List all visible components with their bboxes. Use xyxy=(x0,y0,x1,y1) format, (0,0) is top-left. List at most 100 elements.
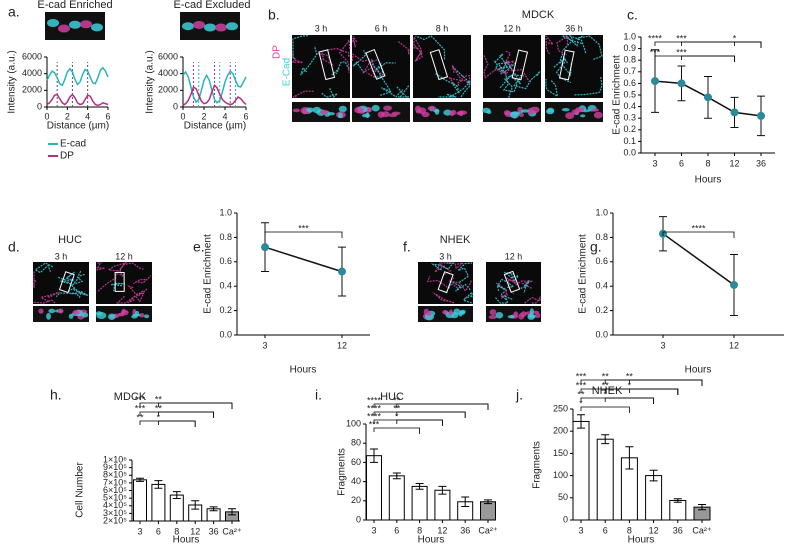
puncta xyxy=(46,312,52,320)
x-tick-label: 3 xyxy=(660,340,665,350)
bar xyxy=(572,420,590,521)
significance-label: ** xyxy=(602,371,610,381)
channel-label: DP xyxy=(272,45,283,59)
junction xyxy=(352,35,358,48)
x-axis-label: Hours xyxy=(418,535,445,546)
panel-label: g. xyxy=(590,239,602,255)
error-bar xyxy=(191,500,200,510)
junction xyxy=(502,62,518,93)
chart-title: NHEK xyxy=(592,385,623,397)
puncta xyxy=(81,312,89,318)
puncta xyxy=(371,104,380,112)
y-tick-label: 0.5 xyxy=(623,89,636,99)
error-bar xyxy=(392,472,401,480)
puncta xyxy=(144,314,150,319)
junction xyxy=(439,262,464,270)
puncta xyxy=(507,315,515,319)
bar xyxy=(388,475,405,521)
junction xyxy=(55,288,82,298)
roi-box xyxy=(511,49,529,81)
junction xyxy=(293,90,314,98)
junction xyxy=(106,261,128,277)
error-bar xyxy=(461,496,470,508)
junction xyxy=(559,52,572,77)
junction xyxy=(397,41,410,55)
junction xyxy=(451,64,471,86)
puncta xyxy=(338,105,347,113)
point xyxy=(677,79,686,88)
junction xyxy=(362,59,378,79)
error-bar xyxy=(154,480,163,489)
puncta xyxy=(383,105,393,111)
puncta xyxy=(365,112,370,119)
x-tick-label: 3 xyxy=(578,525,583,535)
y-tick-label: 250 xyxy=(553,403,568,413)
x-tick-label: 4 xyxy=(222,111,227,121)
bar xyxy=(133,479,147,522)
significance-label: **** xyxy=(367,395,382,405)
micrograph xyxy=(483,35,541,98)
x-tick-label: 36 xyxy=(209,526,219,536)
junction xyxy=(352,49,367,74)
x-tick-label: 2 xyxy=(65,111,70,121)
x-axis-label: Distance (µm) xyxy=(47,121,109,132)
series-line xyxy=(182,70,247,104)
puncta xyxy=(91,23,103,32)
puncta xyxy=(421,111,430,118)
x-axis-label: Hours xyxy=(695,175,722,186)
significance-bracket xyxy=(396,419,443,426)
error-bar xyxy=(209,506,218,512)
series-line xyxy=(46,66,109,87)
y-tick-label: 50 xyxy=(558,492,568,502)
error-bar xyxy=(601,434,610,445)
y-tick-label: 100 xyxy=(346,418,361,428)
error-bar xyxy=(228,508,236,516)
point xyxy=(730,108,739,117)
x-tick-label: 0 xyxy=(180,111,185,121)
puncta xyxy=(424,313,435,321)
micrograph xyxy=(292,35,350,98)
x-tick-label: 12 xyxy=(729,158,739,168)
significance-bracket xyxy=(629,379,703,386)
significance-bracket xyxy=(139,402,233,409)
junction xyxy=(510,276,533,289)
chart-title: E-cad Enriched xyxy=(37,0,112,11)
significance-label: * xyxy=(157,412,161,422)
panel-label: j. xyxy=(515,387,523,403)
point xyxy=(704,93,712,102)
panel-label: i. xyxy=(315,387,322,403)
puncta xyxy=(118,312,125,317)
puncta xyxy=(443,109,452,116)
x-axis-label: Hours xyxy=(290,365,317,376)
junction xyxy=(127,292,145,304)
significance-label: **** xyxy=(691,223,706,233)
junction xyxy=(483,54,507,79)
error-bar xyxy=(673,498,682,503)
y-tick-label: 0.0 xyxy=(595,329,608,339)
significance-bracket xyxy=(158,411,214,418)
significance-bracket xyxy=(139,411,214,418)
junction xyxy=(578,35,603,60)
significance-bracket xyxy=(604,397,654,404)
y-tick-label: 1.0 xyxy=(595,207,608,217)
y-tick-label: 0.6 xyxy=(219,256,232,266)
micrograph-title: HUC xyxy=(58,234,82,246)
timepoint-label: 36 h xyxy=(565,23,583,33)
x-tick-label: 6 xyxy=(243,111,248,121)
error-bar xyxy=(698,503,706,511)
junction xyxy=(426,275,459,289)
significance-bracket xyxy=(662,231,735,238)
timepoint-label: 3 h xyxy=(315,23,328,33)
error-bar xyxy=(438,485,447,495)
x-axis-label: Hours xyxy=(685,365,712,376)
puncta xyxy=(367,107,372,113)
roi-box xyxy=(58,271,75,294)
y-axis-label: Intensity (a.u.) xyxy=(7,50,18,113)
y-tick-label: 0.3 xyxy=(623,113,636,123)
significance-label: *** xyxy=(298,223,309,233)
x-axis-label: Hours xyxy=(173,535,200,546)
timepoint-label: 8 h xyxy=(436,23,449,33)
junction xyxy=(498,50,515,75)
x-tick-label: 6 xyxy=(105,111,110,121)
puncta xyxy=(427,105,437,111)
